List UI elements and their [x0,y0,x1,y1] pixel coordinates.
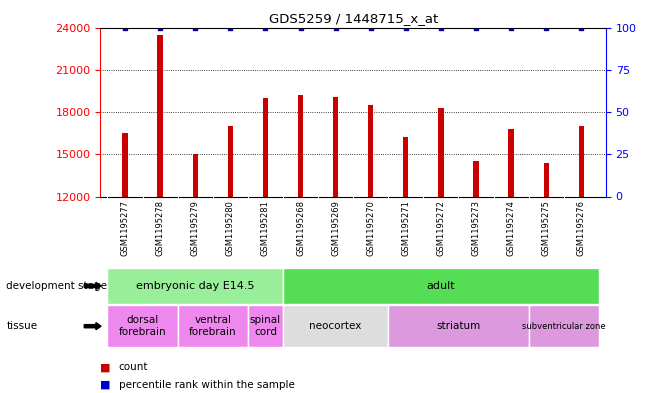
Text: GSM1195276: GSM1195276 [577,200,586,256]
Bar [333,97,338,365]
Point [506,25,516,31]
Bar [509,129,514,365]
Bar [283,268,599,304]
Bar [157,35,163,365]
Text: GSM1195278: GSM1195278 [156,200,165,256]
Bar [248,305,283,347]
Bar [263,98,268,365]
Text: GSM1195277: GSM1195277 [121,200,130,256]
Text: GSM1195270: GSM1195270 [366,200,375,256]
Text: adult: adult [426,281,456,291]
Text: GSM1195275: GSM1195275 [542,200,551,256]
Title: GDS5259 / 1448715_x_at: GDS5259 / 1448715_x_at [268,12,438,25]
Point [260,25,271,31]
Point [576,25,586,31]
Bar [388,305,529,347]
Bar [474,161,479,365]
Point [435,25,446,31]
Point [330,25,341,31]
Bar [529,305,599,347]
Text: GSM1195279: GSM1195279 [191,200,200,256]
Point [295,25,306,31]
Text: spinal
cord: spinal cord [250,316,281,337]
Point [155,25,165,31]
Text: striatum: striatum [436,321,481,331]
Text: GSM1195268: GSM1195268 [296,200,305,256]
Point [541,25,551,31]
Bar [544,163,549,365]
Bar [192,154,198,365]
Text: GSM1195274: GSM1195274 [507,200,516,256]
Bar [368,105,373,365]
Point [120,25,130,31]
Text: GSM1195269: GSM1195269 [331,200,340,256]
Bar [122,133,128,365]
Point [190,25,200,31]
Point [365,25,376,31]
Text: ■: ■ [100,362,111,373]
Text: GSM1195280: GSM1195280 [226,200,235,256]
Text: dorsal
forebrain: dorsal forebrain [119,316,167,337]
Text: embryonic day E14.5: embryonic day E14.5 [136,281,255,291]
Point [400,25,411,31]
Text: percentile rank within the sample: percentile rank within the sample [119,380,294,390]
Text: subventricular zone: subventricular zone [522,322,606,331]
Bar [178,305,248,347]
Text: neocortex: neocortex [310,321,362,331]
Bar [403,138,408,365]
Bar [108,268,283,304]
Bar [283,305,388,347]
Bar [438,108,443,365]
Text: count: count [119,362,148,373]
Bar [298,95,303,365]
Bar [227,126,233,365]
Point [225,25,235,31]
Text: ventral
forebrain: ventral forebrain [189,316,237,337]
Text: GSM1195273: GSM1195273 [472,200,481,256]
Text: development stage: development stage [6,281,108,291]
Bar [108,305,178,347]
Text: GSM1195272: GSM1195272 [436,200,445,256]
Text: ■: ■ [100,380,111,390]
Text: GSM1195271: GSM1195271 [401,200,410,256]
Bar [579,126,584,365]
Point [471,25,481,31]
Text: GSM1195281: GSM1195281 [261,200,270,256]
Text: tissue: tissue [6,321,38,331]
